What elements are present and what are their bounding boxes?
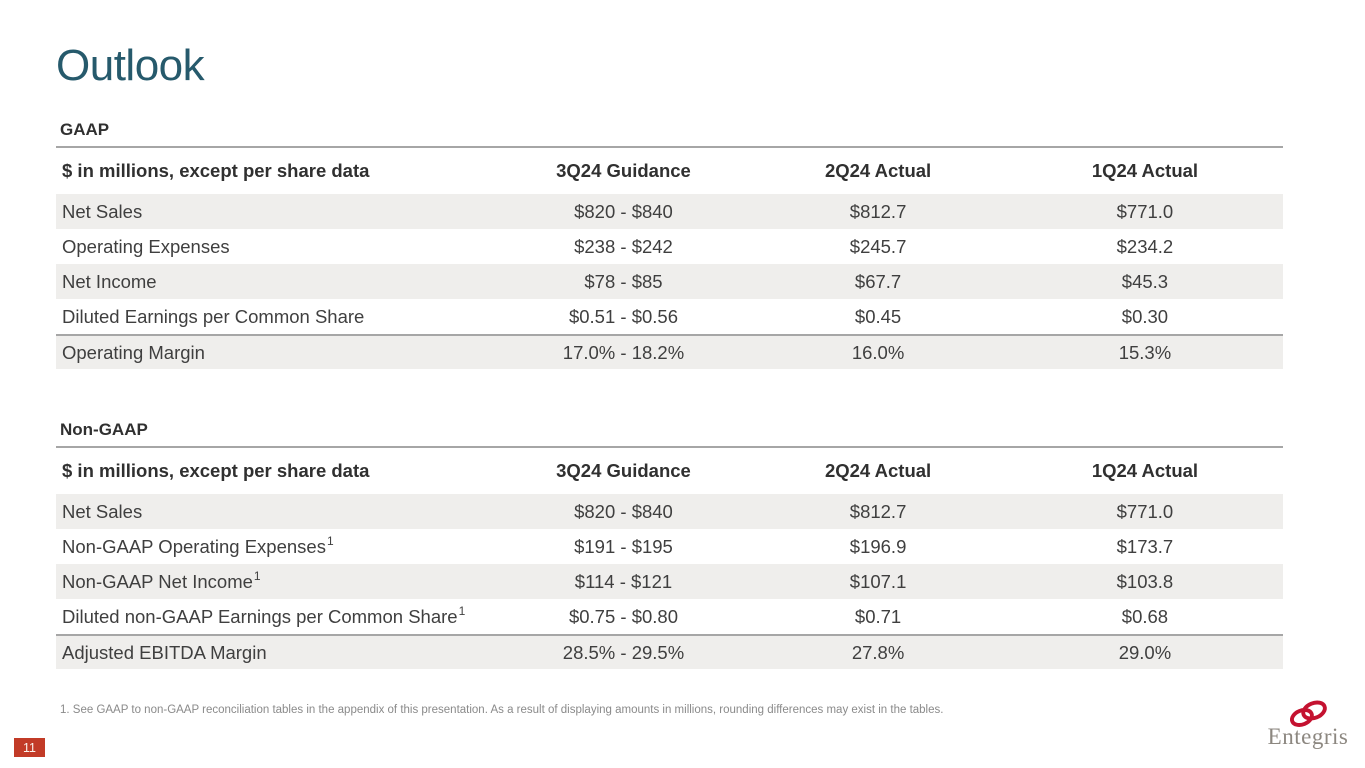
section-label: Non-GAAP xyxy=(56,420,1283,448)
row-value: $0.75 - $0.80 xyxy=(568,605,678,627)
row-value: $238 - $242 xyxy=(574,235,673,257)
row-value: $45.3 xyxy=(1121,270,1169,292)
row-value: $0.45 xyxy=(854,305,902,327)
row-value: $78 - $85 xyxy=(584,270,663,292)
row-value: $820 - $840 xyxy=(574,200,673,222)
column-header: 1Q24 Actual xyxy=(1091,160,1199,181)
table-row: Non-GAAP Operating Expenses 1 $191 - $195 $… xyxy=(56,529,1283,564)
row-label: Operating Expenses xyxy=(62,235,230,257)
table-row: Net Sales $820 - $840 $812.7 $771.0 xyxy=(56,494,1283,529)
row-value: $812.7 xyxy=(849,200,907,222)
row-value: $107.1 xyxy=(849,570,907,592)
column-header: 1Q24 Actual xyxy=(1091,460,1199,481)
table-row: Adjusted EBITDA Margin 28.5% - 29.5% 27.8%… xyxy=(56,634,1283,669)
row-value: $0.68 xyxy=(1121,605,1169,627)
row-value: 27.8% xyxy=(851,641,905,663)
table-section-non-gaap: Non-GAAP $ in millions, except per share … xyxy=(56,420,1283,669)
section-label: GAAP xyxy=(56,120,1283,148)
row-value: $103.8 xyxy=(1116,570,1174,592)
row-value: 17.0% - 18.2% xyxy=(562,341,685,363)
row-label: Operating Margin xyxy=(62,341,205,363)
column-header: 2Q24 Actual xyxy=(824,160,932,181)
row-label: Non-GAAP Net Income 1 xyxy=(62,568,261,592)
table-row: Non-GAAP Net Income 1 $114 - $121 $107.1 $10… xyxy=(56,564,1283,599)
financial-table: $ in millions, except per share data 3Q24… xyxy=(56,148,1283,369)
row-value: $0.71 xyxy=(854,605,902,627)
column-header: 3Q24 Guidance xyxy=(556,460,691,481)
row-value: 29.0% xyxy=(1118,641,1172,663)
row-label: Net Sales xyxy=(62,500,143,522)
table-section-gaap: GAAP $ in millions, except per share data… xyxy=(56,120,1283,369)
table-row: Net Income $78 - $85 $67.7 $45.3 xyxy=(56,264,1283,299)
row-value: 15.3% xyxy=(1118,341,1172,363)
tables-container: GAAP $ in millions, except per share data… xyxy=(56,120,1283,669)
row-value: 28.5% - 29.5% xyxy=(562,641,685,663)
row-value: $812.7 xyxy=(849,500,907,522)
table-row: Operating Expenses $238 - $242 $245.7 $234.… xyxy=(56,229,1283,264)
row-label: Net Sales xyxy=(62,200,143,222)
footnote-marker: 1 xyxy=(458,603,466,618)
row-value: $234.2 xyxy=(1116,235,1174,257)
row-label: Diluted non-GAAP Earnings per Common Sha… xyxy=(62,603,466,627)
row-value: $0.30 xyxy=(1121,305,1169,327)
row-label: Non-GAAP Operating Expenses 1 xyxy=(62,533,334,557)
row-value: $771.0 xyxy=(1116,200,1174,222)
page-title: Outlook xyxy=(56,41,205,90)
column-header: $ in millions, except per share data xyxy=(62,160,370,181)
table-row: Diluted Earnings per Common Share $0.51 -… xyxy=(56,299,1283,334)
entegris-logo: Entegris xyxy=(1260,699,1356,748)
row-value: $191 - $195 xyxy=(574,535,673,557)
row-value: $67.7 xyxy=(854,270,902,292)
column-header: 2Q24 Actual xyxy=(824,460,932,481)
entegris-rings-icon xyxy=(1289,700,1327,727)
footnote-marker: 1 xyxy=(253,568,261,583)
table-row: Operating Margin 17.0% - 18.2% 16.0% 15.3% xyxy=(56,334,1283,369)
column-header: $ in millions, except per share data xyxy=(62,460,370,481)
row-value: $820 - $840 xyxy=(574,500,673,522)
financial-table: $ in millions, except per share data 3Q24… xyxy=(56,448,1283,669)
entegris-wordmark: Entegris xyxy=(1267,724,1349,749)
row-label: Net Income xyxy=(62,270,157,292)
table-header-row: $ in millions, except per share data 3Q24… xyxy=(56,148,1283,194)
table-row: Diluted non-GAAP Earnings per Common Sha… xyxy=(56,599,1283,634)
row-value: 16.0% xyxy=(851,341,905,363)
row-label: Diluted Earnings per Common Share xyxy=(62,305,365,327)
column-header: 3Q24 Guidance xyxy=(556,160,691,181)
table-row: Net Sales $820 - $840 $812.7 $771.0 xyxy=(56,194,1283,229)
row-value: $196.9 xyxy=(849,535,907,557)
row-value: $173.7 xyxy=(1116,535,1174,557)
row-label: Adjusted EBITDA Margin xyxy=(62,641,267,663)
row-value: $245.7 xyxy=(849,235,907,257)
footnote-text: 1. See GAAP to non-GAAP reconciliation t… xyxy=(60,704,944,716)
page-number-badge: 11 xyxy=(14,738,45,757)
row-value: $114 - $121 xyxy=(574,570,673,592)
table-header-row: $ in millions, except per share data 3Q24… xyxy=(56,448,1283,494)
row-value: $0.51 - $0.56 xyxy=(568,305,678,327)
row-value: $771.0 xyxy=(1116,500,1174,522)
footnote-marker: 1 xyxy=(326,533,334,548)
